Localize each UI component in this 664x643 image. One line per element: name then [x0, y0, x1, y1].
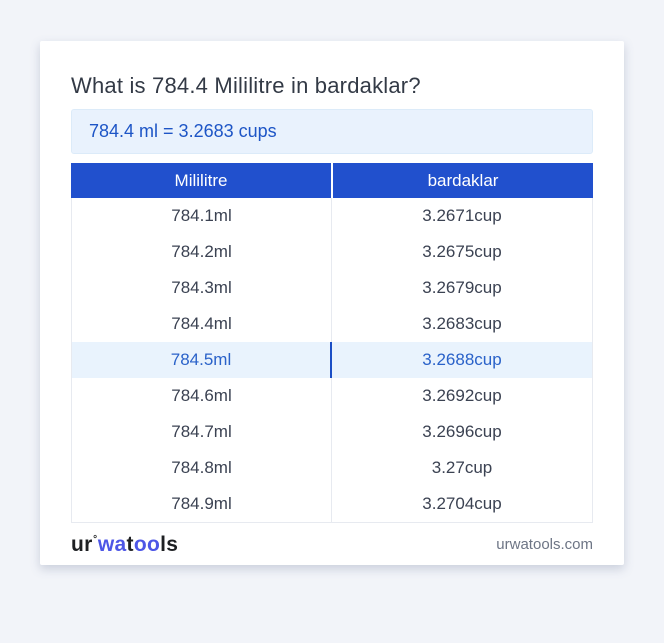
cell-bardaklar: 3.2671cup	[422, 206, 502, 225]
table-row[interactable]: 784.4ml 3.2683cup	[72, 306, 592, 342]
cell-mililitre: 784.7ml	[72, 414, 332, 450]
conversion-card: What is 784.4 Mililitre in bardaklar? 78…	[40, 41, 624, 565]
cell-mililitre: 784.2ml	[72, 234, 332, 270]
card-footer: ur°watools urwatools.com	[71, 523, 593, 566]
cell-bardaklar: 3.2679cup	[422, 278, 502, 297]
table-row-highlighted[interactable]: 784.5ml 3.2688cup	[72, 342, 592, 378]
cell-mililitre: 784.9ml	[72, 486, 332, 522]
column-header-bardaklar: bardaklar	[333, 163, 593, 198]
table-row[interactable]: 784.7ml 3.2696cup	[72, 414, 592, 450]
cell-mililitre: 784.8ml	[72, 450, 332, 486]
table-body: 784.1ml 3.2671cup 784.2ml 3.2675cup 784.…	[71, 198, 593, 523]
cell-bardaklar: 3.2696cup	[422, 422, 502, 441]
table-row[interactable]: 784.9ml 3.2704cup	[72, 486, 592, 522]
cell-mililitre: 784.5ml	[72, 342, 332, 378]
table-row[interactable]: 784.1ml 3.2671cup	[72, 198, 592, 234]
logo-degree-mark: °	[93, 533, 98, 545]
cell-bardaklar: 3.2704cup	[422, 494, 502, 513]
column-header-mililitre: Mililitre	[71, 163, 331, 198]
conversion-result-box: 784.4 ml = 3.2683 cups	[71, 109, 593, 154]
cell-bardaklar: 3.2683cup	[422, 314, 502, 333]
logo-segment-blue: oo	[133, 532, 161, 556]
logo-segment-blue: wa	[97, 532, 127, 556]
table-row[interactable]: 784.2ml 3.2675cup	[72, 234, 592, 270]
conversion-result-text: 784.4 ml = 3.2683 cups	[89, 121, 277, 141]
cell-bardaklar: 3.27cup	[431, 458, 493, 477]
conversion-table: Mililitre bardaklar 784.1ml 3.2671cup 78…	[71, 163, 593, 523]
table-row[interactable]: 784.6ml 3.2692cup	[72, 378, 592, 414]
urwatools-logo[interactable]: ur°watools	[71, 533, 178, 557]
logo-segment-dark: t	[126, 532, 134, 556]
cell-bardaklar: 3.2692cup	[422, 386, 502, 405]
table-row[interactable]: 784.8ml 3.27cup	[72, 450, 592, 486]
logo-segment-dark: ur	[71, 532, 93, 556]
table-header-row: Mililitre bardaklar	[71, 163, 593, 198]
cell-mililitre: 784.3ml	[72, 270, 332, 306]
cell-bardaklar: 3.2675cup	[422, 242, 502, 261]
cell-mililitre: 784.6ml	[72, 378, 332, 414]
cell-bardaklar: 3.2688cup	[422, 350, 502, 369]
cell-mililitre: 784.4ml	[72, 306, 332, 342]
site-domain-link[interactable]: urwatools.com	[496, 536, 593, 553]
page-title: What is 784.4 Mililitre in bardaklar?	[71, 73, 421, 98]
logo-segment-dark: ls	[160, 532, 179, 556]
table-row[interactable]: 784.3ml 3.2679cup	[72, 270, 592, 306]
cell-mililitre: 784.1ml	[72, 198, 332, 234]
